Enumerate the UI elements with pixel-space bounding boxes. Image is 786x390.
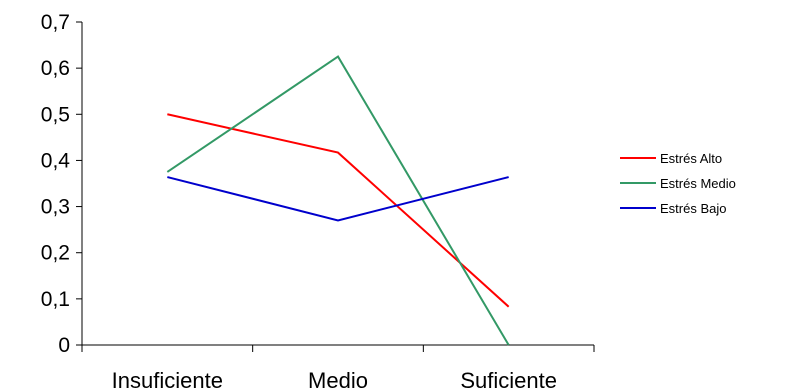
y-tick-label: 0,6 bbox=[41, 57, 70, 80]
axes bbox=[81, 22, 594, 346]
legend-label: Estrés Medio bbox=[660, 176, 736, 191]
y-tick-label: 0,3 bbox=[41, 196, 70, 219]
x-category-label: Suficiente bbox=[460, 368, 557, 390]
y-tick-label: 0,2 bbox=[41, 242, 70, 265]
x-category-label: Medio bbox=[308, 368, 368, 390]
series-line-2 bbox=[166, 55, 510, 346]
x-category-label: Insuficiente bbox=[112, 368, 223, 390]
y-ticks: 0 0,1 0,2 0,3 0,4 0,5 0,6 0,7 bbox=[41, 11, 82, 357]
legend-label: Estrés Bajo bbox=[660, 201, 726, 216]
legend-label: Estrés Alto bbox=[660, 151, 722, 166]
y-tick-label: 0,4 bbox=[41, 149, 71, 172]
series-lines bbox=[166, 55, 510, 346]
x-ticks: Insuficiente Medio Suficiente bbox=[81, 345, 595, 390]
series-line-3 bbox=[167, 176, 509, 222]
series-line-1 bbox=[167, 113, 510, 308]
y-tick-label: 0 bbox=[58, 334, 70, 357]
legend: Estrés Alto Estrés Medio Estrés Bajo bbox=[620, 151, 736, 216]
y-tick-label: 0,1 bbox=[41, 288, 70, 311]
y-tick-label: 0,7 bbox=[41, 11, 70, 34]
y-tick-label: 0,5 bbox=[41, 103, 70, 126]
